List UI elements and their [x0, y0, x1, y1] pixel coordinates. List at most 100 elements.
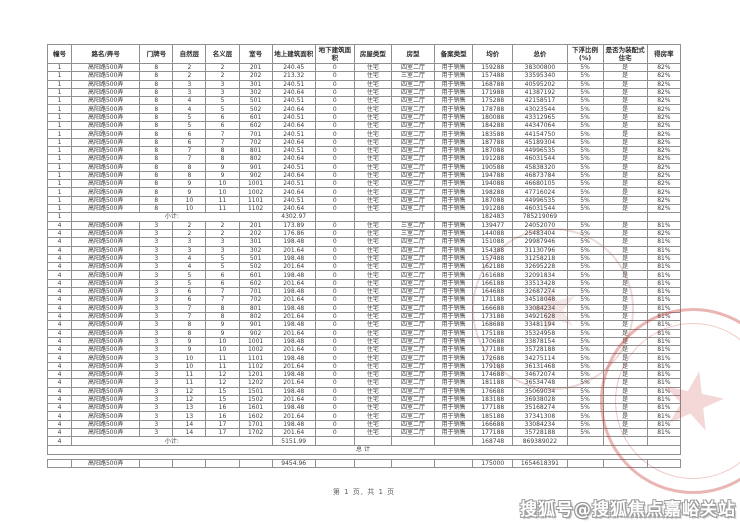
table-cell: 46680105 — [512, 179, 568, 189]
table-cell: 用于销售 — [434, 353, 474, 363]
table-cell: 0 — [314, 253, 355, 264]
table-cell: 240.51 — [271, 145, 316, 156]
table-cell: 187088 — [472, 145, 514, 156]
table-cell: 住宅 — [353, 96, 392, 106]
table-cell: 201.64 — [271, 328, 316, 338]
table-cell: 502 — [238, 104, 273, 114]
table-cell: 161688 — [472, 270, 514, 280]
table-cell: 5% — [566, 104, 604, 114]
table-cell: 144088 — [472, 228, 514, 239]
table-cell: 住宅 — [353, 411, 392, 421]
table-cell: 0 — [314, 286, 355, 297]
table-cell: 6 — [205, 112, 240, 123]
table-cell: 33595340 — [512, 71, 568, 81]
table-cell: 用于销售 — [434, 87, 474, 98]
table-cell: 164688 — [472, 286, 514, 297]
table-cell: 42158517 — [512, 96, 568, 106]
table-row: 4 高阳路500弄 3 11 12 1201 198.48 0 住宅 四室二厅 用于销售 174688… — [46, 369, 682, 380]
table-cell: 3 — [139, 253, 174, 264]
table-cell: 5% — [566, 170, 604, 181]
table-cell: 3 — [139, 428, 174, 438]
table-cell: 81% — [646, 428, 682, 438]
table-row: 4 高阳路500弄 3 2 2 202 176.86 0 住宅 三室二厅 用于销售 144088 254… — [46, 228, 682, 239]
table-cell: 用于销售 — [434, 228, 474, 239]
table-cell: 3 — [139, 262, 174, 272]
table-cell: 170688 — [472, 336, 514, 347]
table-cell: 高阳路500弄 — [71, 270, 141, 280]
table-cell: 10 — [205, 336, 240, 347]
table-cell: 4 — [46, 411, 73, 421]
table-row: 4 高阳路500弄 3 4 5 502 201.64 0 住宅 四室二厅 用于销售 162188 326… — [46, 262, 682, 272]
table-cell: 住宅 — [353, 369, 392, 380]
grand-summary-table: 高阳路500弄 9454.96 175000 1654618391 — [46, 459, 682, 469]
table-cell: 3 — [139, 419, 174, 430]
table-cell: 4 — [46, 270, 73, 280]
table-cell: 10 — [205, 187, 240, 197]
table-cell: 190588 — [472, 162, 514, 172]
table-cell: 10 — [172, 361, 207, 372]
table-cell: 住宅 — [353, 328, 392, 338]
table-cell: 3 — [172, 237, 207, 247]
table-cell: 10 — [205, 179, 240, 189]
table-cell: 82% — [646, 87, 682, 98]
table-cell: 是 — [602, 71, 648, 81]
table-cell: 198.48 — [271, 353, 316, 363]
table-cell: 8 — [139, 204, 174, 214]
table-cell: 162188 — [472, 262, 514, 272]
table-cell: 1 — [46, 112, 73, 123]
table-cell: 82% — [646, 112, 682, 123]
table-cell: 是 — [602, 170, 648, 181]
table-cell: 0 — [314, 237, 355, 247]
table-row: 1 高阳路500弄 8 3 3 301 240.51 0 住宅 四室二厅 用于销售 168788 405… — [46, 79, 682, 89]
table-cell: 181188 — [472, 378, 514, 388]
table-cell: 4 — [46, 419, 73, 430]
table-cell: 3 — [172, 87, 207, 98]
table-cell: 81% — [646, 419, 682, 430]
table-cell: 是 — [602, 79, 648, 89]
table-cell: 240.64 — [271, 137, 316, 147]
table-cell: 5% — [566, 187, 604, 197]
table-cell: 3 — [139, 345, 174, 355]
table-cell: 5% — [566, 295, 604, 305]
table-row: 1 高阳路500弄 8 8 9 901 240.51 0 住宅 四室二厅 用于销售 190588 458… — [46, 162, 682, 172]
table-cell: 5% — [566, 378, 604, 388]
grand-summary-strip: 高阳路500弄 9454.96 175000 1654618391 — [46, 459, 682, 469]
table-cell: 184288 — [472, 121, 514, 131]
table-cell: 34275114 — [512, 353, 568, 363]
table-cell: 2 — [205, 220, 240, 230]
table-cell: 住宅 — [353, 195, 392, 206]
table-cell: 4 — [172, 104, 207, 114]
table-cell: 1601 — [238, 403, 273, 413]
table-row: 4 高阳路500弄 3 9 10 1002 201.64 0 住宅 四室二厅 用于销售 177188 3… — [46, 345, 682, 355]
table-cell: 16 — [205, 403, 240, 413]
table-cell: 高阳路500弄 — [71, 295, 141, 305]
table-cell: 高阳路500弄 — [71, 245, 141, 255]
table-cell: 0 — [314, 270, 355, 280]
table-row: 1 高阳路500弄 8 4 5 501 240.51 0 住宅 四室二厅 用于销售 175288 421… — [46, 96, 682, 106]
table-cell: 198.48 — [271, 270, 316, 280]
table-cell: 是 — [602, 394, 648, 405]
table-cell: 住宅 — [353, 295, 392, 305]
table-cell: 住宅 — [353, 137, 392, 147]
table-cell: 高阳路500弄 — [71, 328, 141, 338]
table-cell — [390, 436, 436, 446]
table-cell: 高阳路500弄 — [71, 419, 141, 430]
table-cell: 4 — [46, 403, 73, 413]
table-row: 1 高阳路500弄 8 10 11 1101 240.51 0 住宅 四室二厅 用于销售 187088… — [46, 195, 682, 206]
table-cell — [566, 436, 604, 446]
table-cell: 82% — [646, 62, 682, 73]
table-cell: 5% — [566, 228, 604, 239]
table-cell: 用于销售 — [434, 403, 474, 413]
table-cell: 5% — [566, 328, 604, 338]
table-cell: 8 — [139, 154, 174, 164]
table-cell: 601 — [238, 112, 273, 123]
table-cell: 201.64 — [271, 361, 316, 372]
table-row: 1 高阳路500弄 8 9 10 1002 240.64 0 住宅 四室二厅 用于销售 198288 4… — [46, 187, 682, 197]
table-cell: 住宅 — [353, 170, 392, 181]
table-row: 4 高阳路500弄 3 14 17 1701 198.48 0 住宅 四室二厅 用于销售 166688… — [46, 419, 682, 430]
table-cell: 5% — [566, 220, 604, 230]
table-cell — [566, 212, 604, 222]
table-cell: 住宅 — [353, 278, 392, 289]
table-cell: 是 — [602, 419, 648, 430]
table-cell: 9454.96 — [271, 459, 316, 469]
